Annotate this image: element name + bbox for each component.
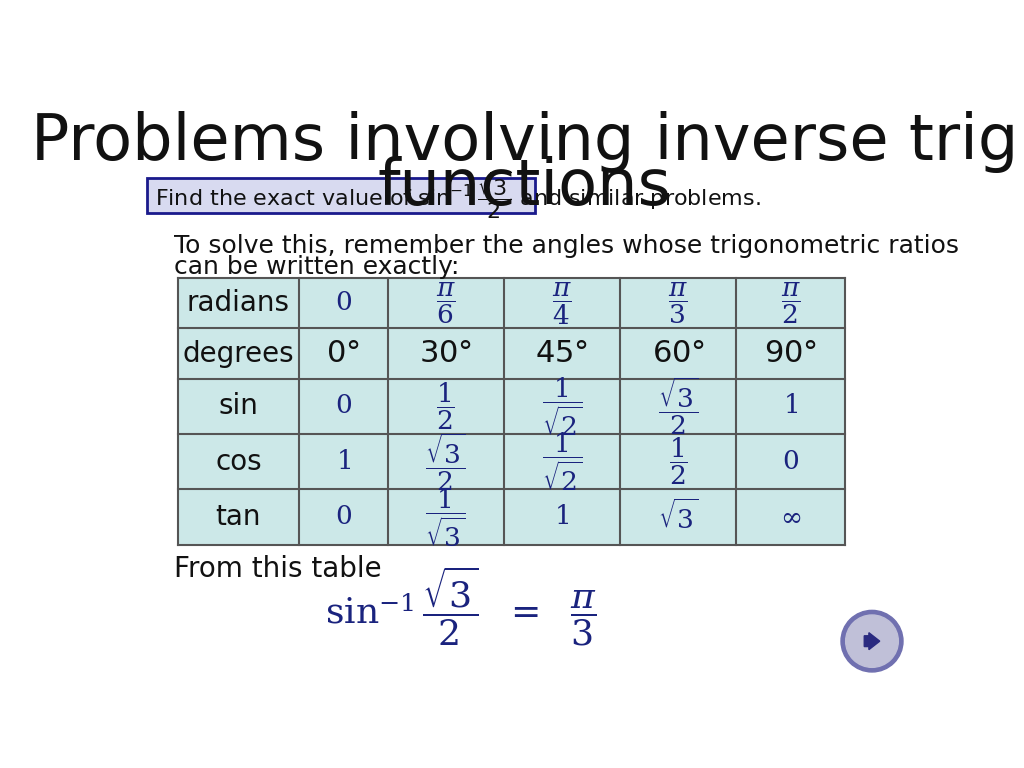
Text: $45°$: $45°$ — [536, 339, 589, 368]
Text: $0$: $0$ — [335, 290, 351, 316]
Text: From this table: From this table — [174, 555, 382, 584]
Text: $\infty$: $\infty$ — [780, 504, 801, 530]
Text: $0°$: $0°$ — [327, 339, 359, 368]
Text: $\dfrac{\pi}{4}$: $\dfrac{\pi}{4}$ — [552, 280, 572, 326]
Text: $30°$: $30°$ — [419, 339, 472, 368]
Circle shape — [846, 615, 898, 667]
FancyArrow shape — [864, 633, 880, 650]
Text: $\dfrac{\pi}{3}$: $\dfrac{\pi}{3}$ — [669, 281, 688, 326]
Text: $1$: $1$ — [336, 449, 350, 475]
Text: $\sqrt{3}$: $\sqrt{3}$ — [657, 500, 698, 535]
Text: $\dfrac{1}{\sqrt{2}}$: $\dfrac{1}{\sqrt{2}}$ — [542, 375, 583, 438]
Text: cos: cos — [215, 448, 262, 475]
Text: $60°$: $60°$ — [651, 339, 705, 368]
Bar — [178, 279, 845, 545]
Text: can be written exactly:: can be written exactly: — [174, 255, 460, 279]
Text: degrees: degrees — [182, 339, 294, 368]
Text: Problems involving inverse trig: Problems involving inverse trig — [31, 111, 1019, 174]
Text: $\dfrac{\sqrt{3}}{2}$: $\dfrac{\sqrt{3}}{2}$ — [425, 431, 466, 492]
Text: $1$: $1$ — [555, 504, 569, 530]
Text: $\dfrac{\sqrt{3}}{2}$: $\dfrac{\sqrt{3}}{2}$ — [657, 376, 698, 437]
Text: $0$: $0$ — [335, 393, 351, 419]
Text: tan: tan — [216, 503, 261, 531]
Text: functions: functions — [378, 156, 672, 218]
Text: $\dfrac{\pi}{2}$: $\dfrac{\pi}{2}$ — [780, 281, 801, 326]
FancyBboxPatch shape — [147, 178, 535, 214]
Text: sin: sin — [218, 392, 258, 420]
Text: $\dfrac{1}{\sqrt{2}}$: $\dfrac{1}{\sqrt{2}}$ — [542, 430, 583, 493]
Text: $0$: $0$ — [335, 504, 351, 530]
Text: radians: radians — [187, 290, 290, 317]
Circle shape — [841, 611, 903, 672]
Text: $90°$: $90°$ — [764, 339, 817, 368]
Text: $\dfrac{1}{2}$: $\dfrac{1}{2}$ — [669, 436, 688, 488]
Text: $\sin^{-1} \dfrac{\sqrt{3}}{2}\ \ =\ \ \dfrac{\pi}{3}$: $\sin^{-1} \dfrac{\sqrt{3}}{2}\ \ =\ \ \… — [326, 564, 597, 648]
Text: To solve this, remember the angles whose trigonometric ratios: To solve this, remember the angles whose… — [174, 234, 959, 258]
Text: $1$: $1$ — [783, 393, 798, 419]
Text: $\dfrac{\pi}{6}$: $\dfrac{\pi}{6}$ — [436, 281, 456, 326]
Text: $\dfrac{1}{2}$: $\dfrac{1}{2}$ — [436, 381, 455, 432]
Text: $0$: $0$ — [782, 449, 799, 475]
Text: Find the exact value of $\sin^{-1} \dfrac{\sqrt{3}}{2}$ and similar problems.: Find the exact value of $\sin^{-1} \dfra… — [155, 170, 761, 221]
Text: $\dfrac{1}{\sqrt{3}}$: $\dfrac{1}{\sqrt{3}}$ — [425, 485, 466, 548]
